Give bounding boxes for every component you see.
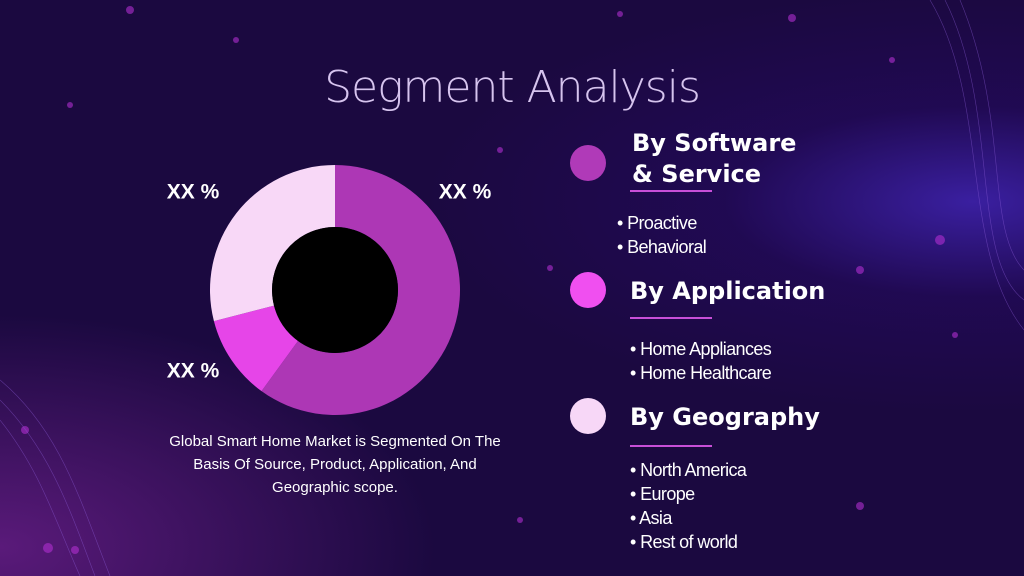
segment-item: • Behavioral bbox=[617, 237, 707, 257]
segment-title: By Application bbox=[630, 277, 826, 305]
slide-title: Segment Analysis bbox=[324, 62, 701, 113]
segment-icon bbox=[570, 145, 606, 181]
donut-slice bbox=[213, 305, 298, 392]
segment-underline bbox=[630, 445, 712, 447]
segment-title: By Software & Service bbox=[632, 129, 797, 188]
segment-item: • Asia bbox=[630, 508, 672, 528]
slice-label: XX % bbox=[167, 360, 220, 383]
segment-item: • Home Appliances bbox=[630, 339, 772, 359]
segment-underline bbox=[630, 317, 712, 319]
segment-item: • North America bbox=[630, 460, 747, 480]
caption: Global Smart Home Market is Segmented On… bbox=[169, 433, 501, 496]
segment-underline bbox=[630, 190, 712, 192]
slice-label: XX % bbox=[167, 181, 220, 204]
segment-item: • Proactive bbox=[617, 213, 697, 233]
donut-hole bbox=[272, 227, 398, 353]
segment-icon bbox=[570, 272, 606, 308]
segment-item: • Rest of world bbox=[630, 532, 738, 552]
segment-title: By Geography bbox=[630, 403, 820, 431]
segment-item: • Europe bbox=[630, 484, 695, 504]
donut-slice bbox=[261, 165, 460, 415]
slice-label: XX % bbox=[439, 181, 492, 204]
segment-item: • Home Healthcare bbox=[630, 363, 772, 383]
segment-icon bbox=[570, 398, 606, 434]
donut-slice bbox=[210, 165, 335, 322]
